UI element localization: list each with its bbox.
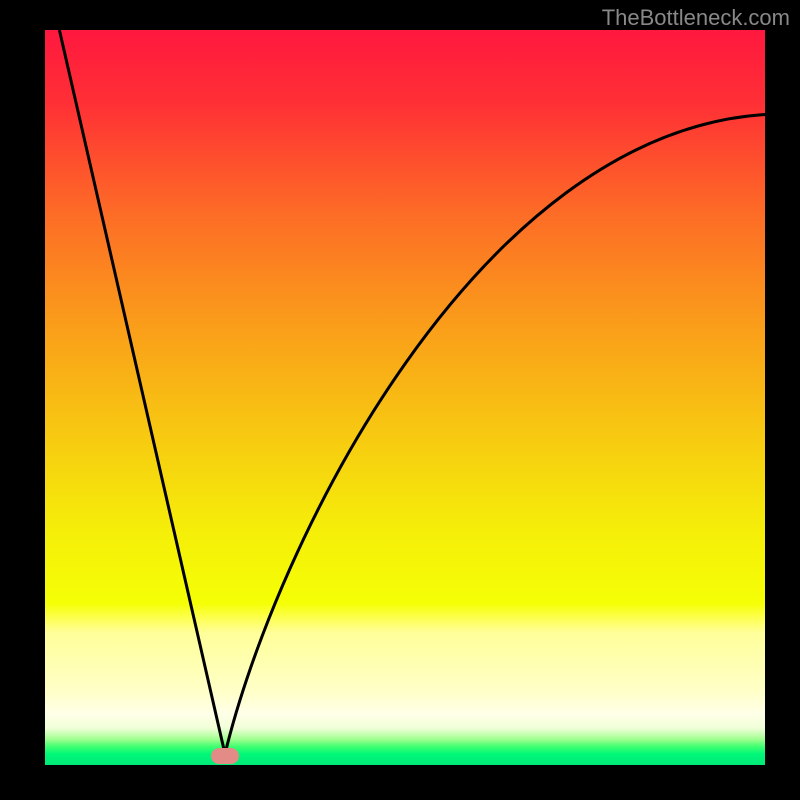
- optimal-point-marker: [211, 748, 239, 764]
- plot-area: [45, 30, 765, 765]
- chart-container: TheBottleneck.com: [0, 0, 800, 800]
- bottleneck-curve: [45, 30, 765, 765]
- curve-path: [59, 30, 765, 754]
- watermark-text: TheBottleneck.com: [602, 5, 790, 31]
